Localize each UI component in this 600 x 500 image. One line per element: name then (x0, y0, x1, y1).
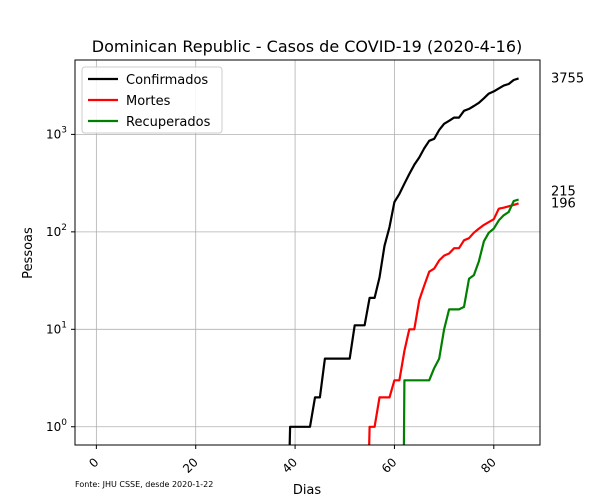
legend: Confirmados Mortes Recuperados (81, 66, 223, 134)
legend-label-mortes: Mortes (126, 94, 171, 109)
y-tick-label: 101 (46, 320, 67, 336)
series-line-recuperados (402, 198, 519, 445)
series-line-mortes (368, 202, 519, 445)
legend-box (81, 66, 223, 134)
y-tick-label: 103 (46, 125, 67, 141)
series-line-confirmados (288, 77, 519, 445)
x-axis-label: Dias (293, 483, 322, 498)
legend-label-recuperados: Recuperados (126, 115, 211, 130)
end-value-label-recuperados: 215 (551, 184, 576, 199)
y-axis-label: Pessoas (21, 227, 36, 279)
chart-title: Dominican Republic - Casos de COVID-19 (… (92, 37, 522, 56)
y-tick-label: 102 (46, 223, 67, 239)
end-value-label-mortes: 196 (551, 196, 576, 211)
series-layer (288, 77, 519, 445)
legend-label-confirmados: Confirmados (126, 73, 208, 88)
end-value-label-confirmados: 3755 (551, 71, 584, 86)
source-note: Fonte: JHU CSSE, desde 2020-1-22 (75, 480, 213, 489)
y-tick-label: 100 (46, 418, 67, 434)
plot-frame (74, 59, 541, 446)
